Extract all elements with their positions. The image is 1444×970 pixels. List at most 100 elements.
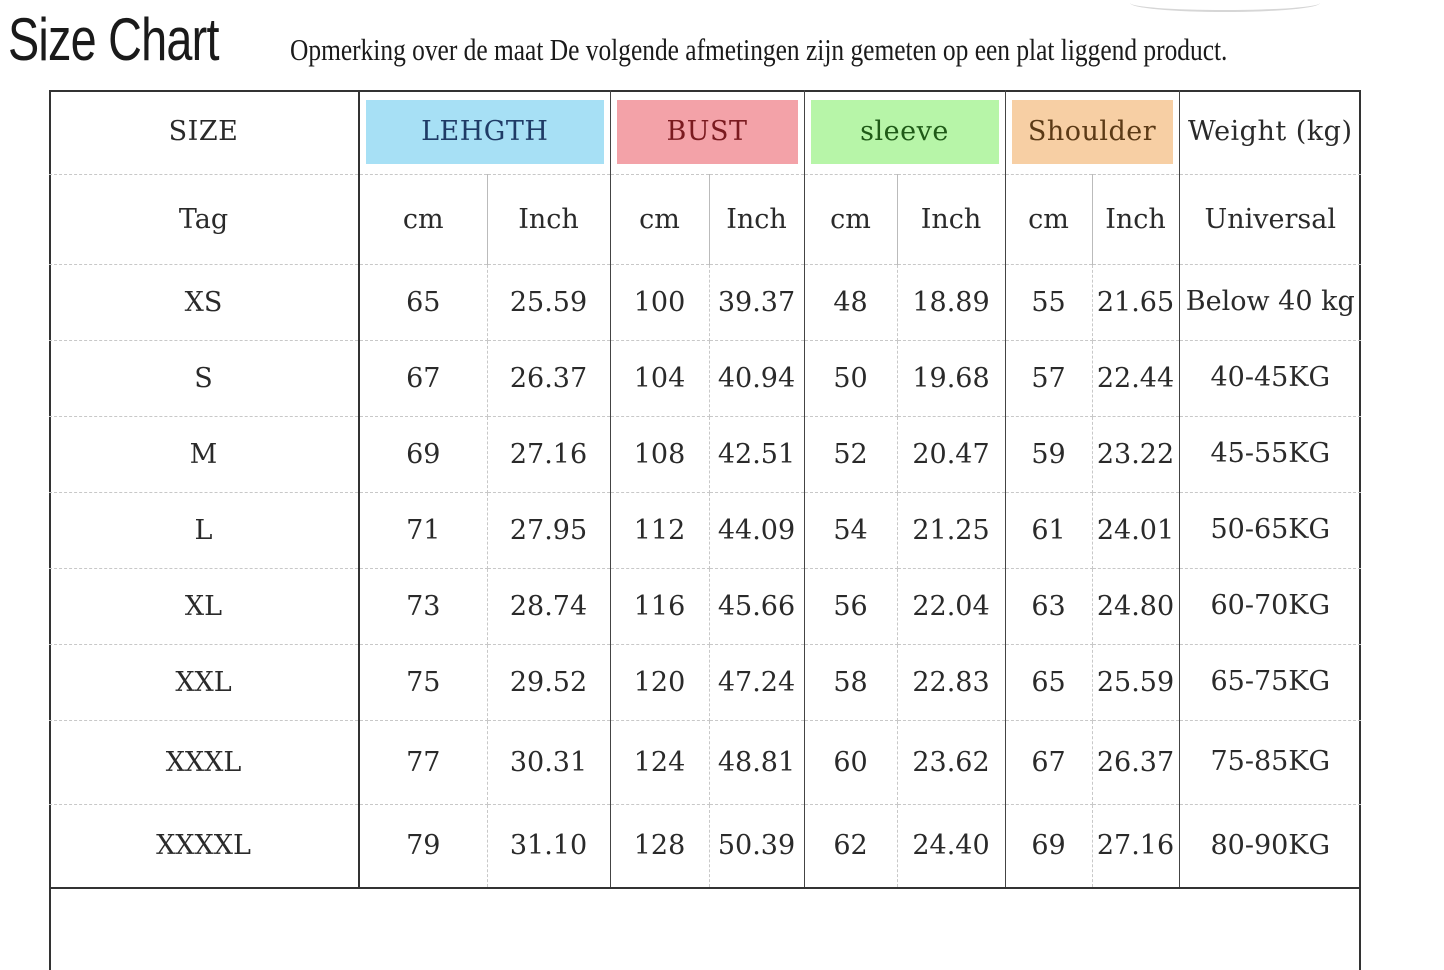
table-row: M 69 27.16 108 42.51 52 20.47 59 23.22 4… — [49, 416, 1362, 493]
table-row: XL 73 28.74 116 45.66 56 22.04 63 24.80 … — [49, 568, 1362, 645]
sleeve-unit-cm: cm — [804, 174, 898, 265]
length-cm-cell: 79 — [359, 804, 488, 889]
weight-cell: 50-65KG — [1179, 492, 1362, 569]
sleeve-inch-cell: 19.68 — [897, 340, 1006, 417]
size-header: SIZE — [49, 90, 360, 175]
table-row: XXXL 77 30.31 124 48.81 60 23.62 67 26.3… — [49, 720, 1362, 805]
bust-unit-cm: cm — [610, 174, 710, 265]
shoulder-header: Shoulder — [1005, 90, 1180, 175]
length-inch-cell: 28.74 — [487, 568, 611, 645]
bust-cm-cell: 112 — [610, 492, 710, 569]
sleeve-inch-cell: 21.25 — [897, 492, 1006, 569]
weight-cell: 65-75KG — [1179, 644, 1362, 721]
bust-cm-cell: 100 — [610, 264, 710, 341]
bust-cm-cell: 120 — [610, 644, 710, 721]
table-row: XXL 75 29.52 120 47.24 58 22.83 65 25.59… — [49, 644, 1362, 721]
shoulder-inch-cell: 26.37 — [1092, 720, 1180, 805]
weight-cell: 40-45KG — [1179, 340, 1362, 417]
length-inch-cell: 29.52 — [487, 644, 611, 721]
table-row: XXXXL 79 31.10 128 50.39 62 24.40 69 27.… — [49, 804, 1362, 889]
bust-cm-cell: 116 — [610, 568, 710, 645]
bust-cm-cell: 124 — [610, 720, 710, 805]
bust-cm-cell: 104 — [610, 340, 710, 417]
length-cm-cell: 73 — [359, 568, 488, 645]
shoulder-cm-cell: 67 — [1005, 720, 1093, 805]
shoulder-cm-cell: 69 — [1005, 804, 1093, 889]
decorative-arc — [1130, 0, 1320, 12]
length-cm-cell: 65 — [359, 264, 488, 341]
shoulder-inch-cell: 21.65 — [1092, 264, 1180, 341]
shoulder-inch-cell: 24.80 — [1092, 568, 1180, 645]
size-cell: S — [49, 340, 360, 417]
length-inch-cell: 27.16 — [487, 416, 611, 493]
table-row: S 67 26.37 104 40.94 50 19.68 57 22.44 4… — [49, 340, 1362, 417]
length-header: LEHGTH — [359, 90, 611, 175]
shoulder-cm-cell: 57 — [1005, 340, 1093, 417]
length-cm-cell: 75 — [359, 644, 488, 721]
bust-inch-cell: 44.09 — [709, 492, 805, 569]
shoulder-cm-cell: 61 — [1005, 492, 1093, 569]
sleeve-cm-cell: 54 — [804, 492, 898, 569]
shoulder-unit-cm: cm — [1005, 174, 1093, 265]
size-cell: XXL — [49, 644, 360, 721]
bust-unit-inch: Inch — [709, 174, 805, 265]
length-cm-cell: 67 — [359, 340, 488, 417]
shoulder-cm-cell: 55 — [1005, 264, 1093, 341]
bust-inch-cell: 47.24 — [709, 644, 805, 721]
length-inch-cell: 26.37 — [487, 340, 611, 417]
bust-cm-cell: 108 — [610, 416, 710, 493]
table-row: XS 65 25.59 100 39.37 48 18.89 55 21.65 … — [49, 264, 1362, 341]
length-header-label: LEHGTH — [366, 99, 604, 164]
shoulder-inch-cell: 27.16 — [1092, 804, 1180, 889]
sleeve-inch-cell: 22.04 — [897, 568, 1006, 645]
sleeve-inch-cell: 24.40 — [897, 804, 1006, 889]
sleeve-inch-cell: 18.89 — [897, 264, 1006, 341]
bust-header-label: BUST — [616, 99, 798, 164]
weight-cell: 75-85KG — [1179, 720, 1362, 805]
shoulder-inch-cell: 23.22 — [1092, 416, 1180, 493]
page-title: Size Chart — [8, 6, 219, 73]
bust-cm-cell: 128 — [610, 804, 710, 889]
bust-inch-cell: 39.37 — [709, 264, 805, 341]
shoulder-inch-cell: 22.44 — [1092, 340, 1180, 417]
bust-inch-cell: 40.94 — [709, 340, 805, 417]
length-inch-cell: 27.95 — [487, 492, 611, 569]
size-cell: XXXXL — [49, 804, 360, 889]
shoulder-cm-cell: 59 — [1005, 416, 1093, 493]
weight-cell: 80-90KG — [1179, 804, 1362, 889]
sleeve-cm-cell: 56 — [804, 568, 898, 645]
shoulder-cm-cell: 65 — [1005, 644, 1093, 721]
shoulder-cm-cell: 63 — [1005, 568, 1093, 645]
sleeve-cm-cell: 52 — [804, 416, 898, 493]
weight-header: Weight (kg) — [1179, 90, 1362, 175]
sleeve-inch-cell: 23.62 — [897, 720, 1006, 805]
sleeve-inch-cell: 22.83 — [897, 644, 1006, 721]
sleeve-cm-cell: 48 — [804, 264, 898, 341]
weight-cell: 60-70KG — [1179, 568, 1362, 645]
sleeve-cm-cell: 60 — [804, 720, 898, 805]
sleeve-inch-cell: 20.47 — [897, 416, 1006, 493]
header-row-groups: SIZE LEHGTH BUST sleeve Shoulder Weight … — [49, 90, 1362, 175]
sleeve-unit-inch: Inch — [897, 174, 1006, 265]
shoulder-inch-cell: 24.01 — [1092, 492, 1180, 569]
sleeve-cm-cell: 58 — [804, 644, 898, 721]
shoulder-unit-inch: Inch — [1092, 174, 1180, 265]
length-cm-cell: 71 — [359, 492, 488, 569]
measurement-note: Opmerking over de maat De volgende afmet… — [290, 32, 1228, 67]
shoulder-inch-cell: 25.59 — [1092, 644, 1180, 721]
size-cell: M — [49, 416, 360, 493]
size-cell: XXXL — [49, 720, 360, 805]
size-chart-table: SIZE LEHGTH BUST sleeve Shoulder Weight … — [49, 90, 1362, 889]
bust-inch-cell: 50.39 — [709, 804, 805, 889]
weight-cell: Below 40 kg — [1179, 264, 1362, 341]
size-cell: L — [49, 492, 360, 569]
bust-header: BUST — [610, 90, 805, 175]
sleeve-header-label: sleeve — [810, 99, 999, 164]
length-cm-cell: 69 — [359, 416, 488, 493]
size-cell: XS — [49, 264, 360, 341]
bust-inch-cell: 48.81 — [709, 720, 805, 805]
length-inch-cell: 25.59 — [487, 264, 611, 341]
sleeve-cm-cell: 62 — [804, 804, 898, 889]
weight-cell: 45-55KG — [1179, 416, 1362, 493]
length-cm-cell: 77 — [359, 720, 488, 805]
